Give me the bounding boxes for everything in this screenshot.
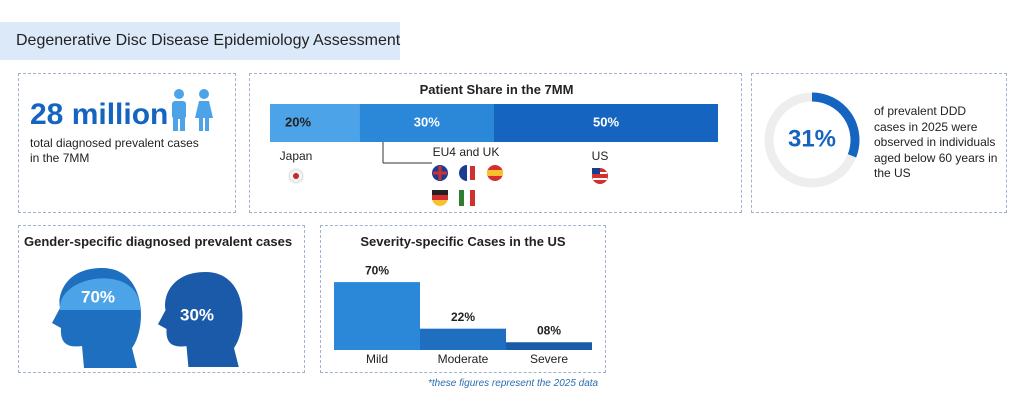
data-label: 70% xyxy=(81,287,115,306)
category-label: Japan xyxy=(280,149,313,163)
data-label: 22% xyxy=(451,310,475,324)
bar xyxy=(334,282,420,350)
chart-title: Severity-specific Cases in the US xyxy=(360,234,566,249)
chart-title: Patient Share in the 7MM xyxy=(419,82,574,97)
panel xyxy=(18,225,305,373)
bar-segment xyxy=(359,104,494,142)
people-icon xyxy=(172,89,213,131)
data-label: 70% xyxy=(365,263,389,277)
donut-label: 31% xyxy=(788,125,836,152)
panel xyxy=(18,73,236,213)
bar-segment xyxy=(270,104,360,142)
category-label: Mild xyxy=(366,352,388,366)
data-label: 08% xyxy=(537,323,561,337)
panel xyxy=(320,225,606,373)
flags xyxy=(288,165,608,206)
data-label: 20% xyxy=(285,114,311,129)
data-label: 50% xyxy=(593,114,619,129)
header xyxy=(0,22,400,60)
header-title: Degenerative Disc Disease Epidemiology A… xyxy=(16,32,401,49)
category-label: Severe xyxy=(530,352,568,366)
donut-arc xyxy=(811,92,860,158)
data-label: 30% xyxy=(180,305,214,324)
footnote: *these figures represent the 2025 data xyxy=(428,378,599,389)
category-label: US xyxy=(592,149,609,163)
stat-value: 28 million xyxy=(30,98,169,131)
head xyxy=(158,272,243,367)
panel xyxy=(249,73,742,213)
category-label: EU4 and UK xyxy=(433,145,500,159)
bar xyxy=(506,342,592,350)
panel xyxy=(751,73,1007,213)
donut-text: of prevalent DDD cases in 2025 were obse… xyxy=(874,104,998,180)
data-label: 30% xyxy=(414,114,440,129)
bar xyxy=(420,328,506,350)
stat-text: total diagnosed prevalent cases in the 7… xyxy=(30,136,199,165)
bar-segment xyxy=(494,104,718,142)
chart-title: Gender-specific diagnosed prevalent case… xyxy=(24,234,293,249)
hair xyxy=(59,278,141,310)
category-label: Moderate xyxy=(438,352,489,366)
